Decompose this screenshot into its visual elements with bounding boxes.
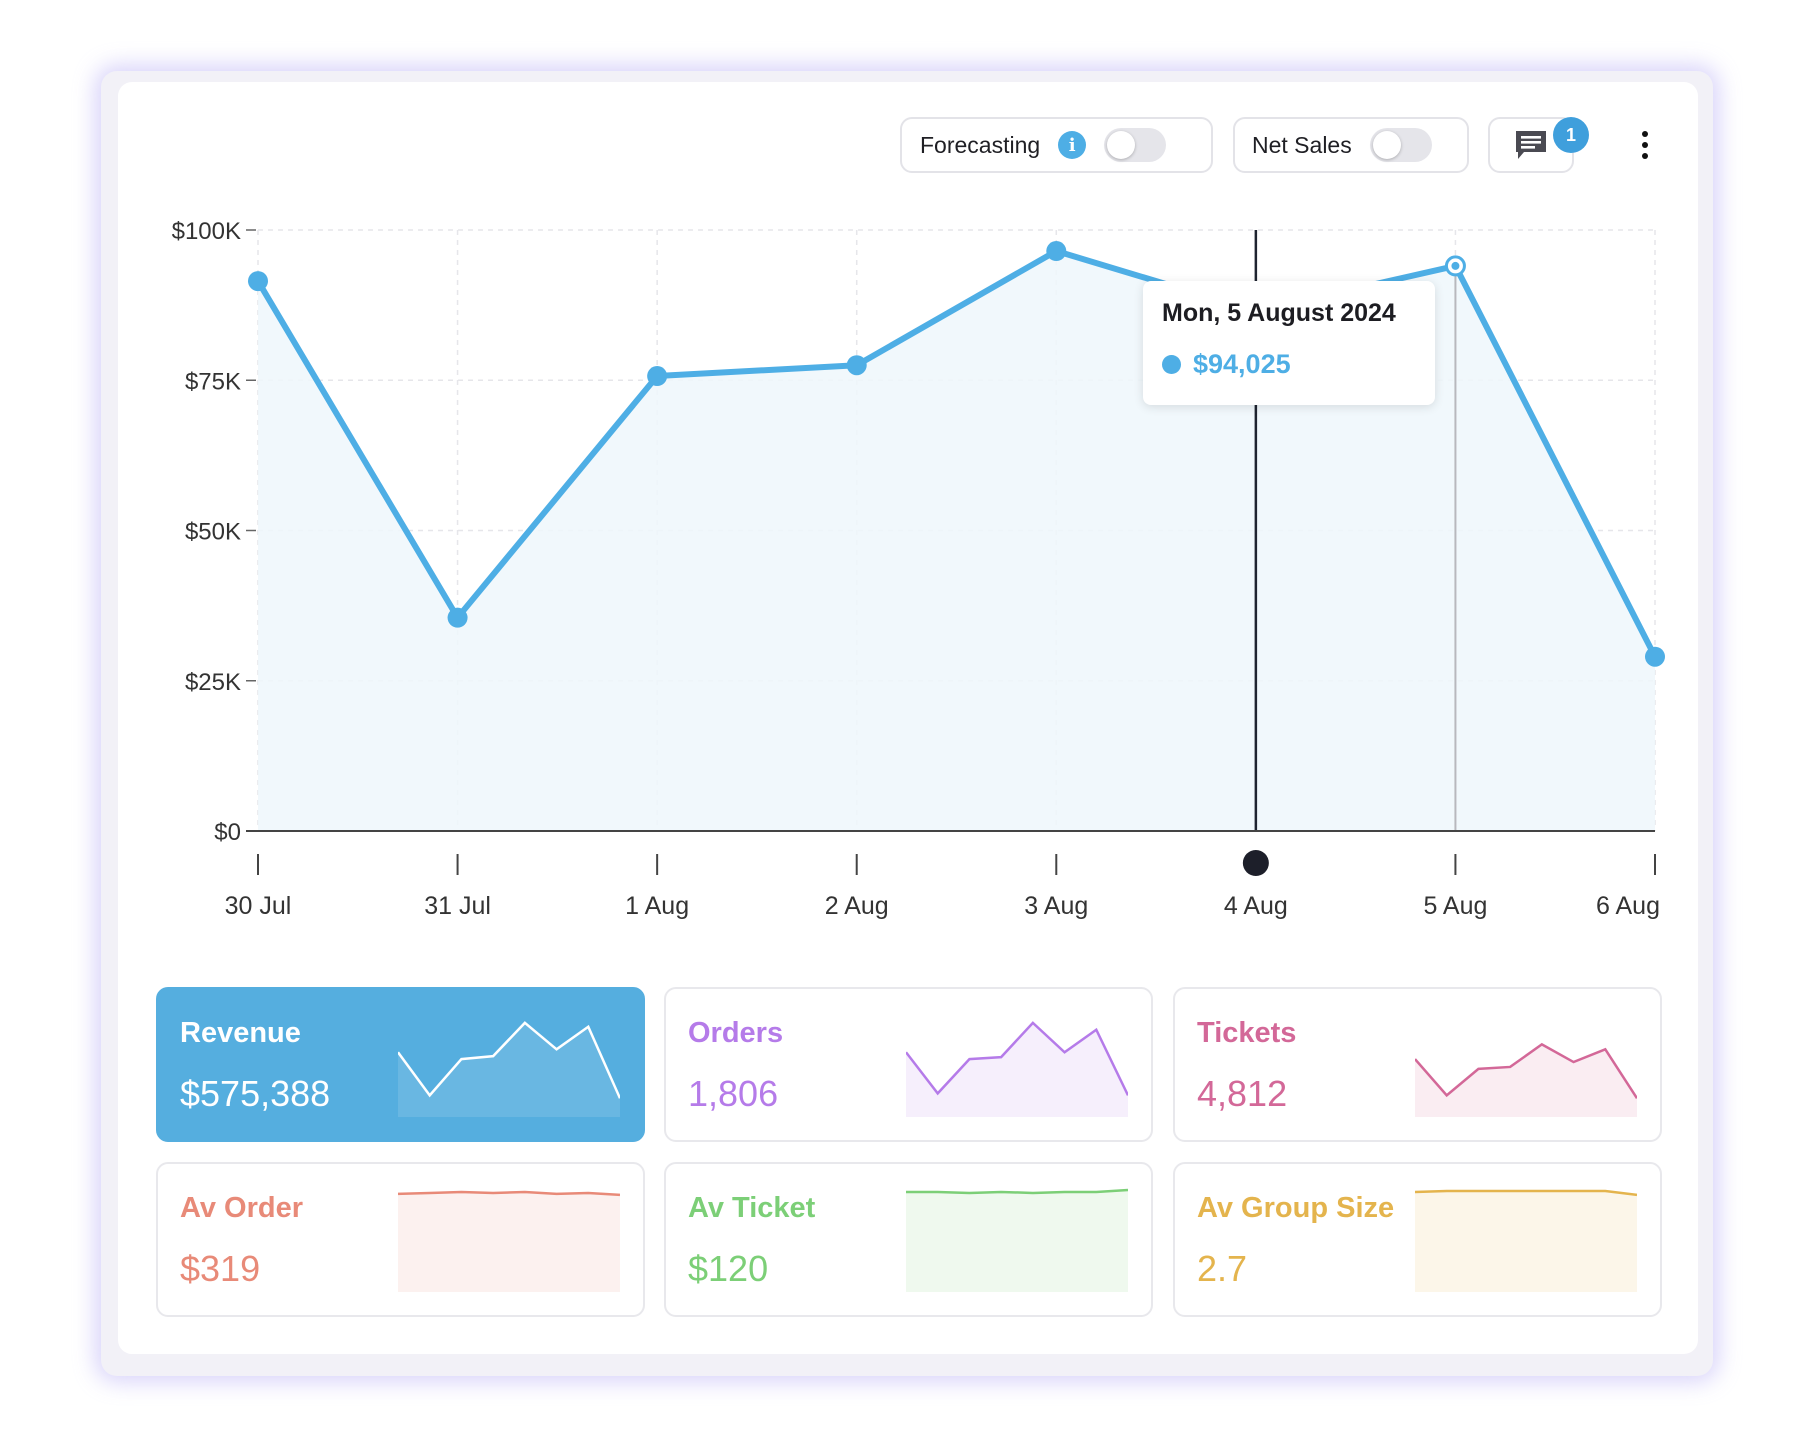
net-sales-label: Net Sales	[1252, 131, 1352, 158]
series-line	[255, 248, 1658, 660]
x-tick-label: 5 Aug	[1423, 892, 1487, 920]
metric-value: $319	[180, 1248, 261, 1289]
x-tick-label: 31 Jul	[424, 892, 491, 920]
metric-label: Av Group Size	[1197, 1192, 1395, 1224]
metric-value: 2.7	[1197, 1248, 1248, 1289]
more-dot	[1642, 142, 1648, 148]
x-tick-label: 2 Aug	[825, 892, 889, 920]
metric-card-revenue[interactable]: Revenue $575,388	[156, 987, 645, 1142]
data-point-inner	[1451, 261, 1460, 270]
data-point[interactable]	[647, 366, 668, 387]
more-dot	[1642, 131, 1648, 137]
sparkline-area	[906, 1190, 1128, 1292]
tooltip-series-dot	[1162, 355, 1181, 374]
x-tick-label: 6 Aug	[1596, 892, 1660, 920]
sparkline-line	[906, 1021, 1128, 1096]
metric-value: 4,812	[1197, 1073, 1288, 1114]
comment-icon	[1516, 131, 1546, 159]
tooltip-value: $94,025	[1193, 349, 1291, 379]
sparkline-line	[906, 1188, 1128, 1195]
metric-label: Av Ticket	[688, 1192, 816, 1224]
sparkline-area	[398, 1191, 620, 1292]
metric-card-av-ticket[interactable]: Av Ticket $120	[664, 1162, 1153, 1317]
metric-label: Tickets	[1197, 1017, 1297, 1049]
switch-knob	[1372, 131, 1401, 159]
metric-sparkline	[906, 1188, 1128, 1292]
data-point[interactable]	[1645, 646, 1665, 667]
metric-value: $120	[688, 1248, 769, 1289]
metric-card-av-group-size[interactable]: Av Group Size 2.7	[1173, 1162, 1662, 1317]
net-sales-toggle-pill[interactable]: Net Sales	[1233, 117, 1469, 173]
sparkline-line	[1415, 1042, 1637, 1099]
metric-sparkline	[398, 1021, 620, 1117]
comment-count-badge: 1	[1553, 117, 1589, 153]
x-tick-label: 4 Aug	[1224, 892, 1288, 920]
metric-card-tickets[interactable]: Tickets 4,812	[1173, 987, 1662, 1142]
metric-sparkline	[398, 1190, 620, 1292]
metric-card-orders[interactable]: Orders 1,806	[664, 987, 1153, 1142]
series-area	[258, 251, 1655, 831]
metric-sparkline	[1415, 1042, 1637, 1117]
sparkline-area	[1415, 1190, 1637, 1292]
data-point[interactable]	[1046, 241, 1067, 262]
metric-value: 1,806	[688, 1073, 779, 1114]
tooltip-value-row: $94,025	[1162, 349, 1291, 380]
x-hover-marker	[1242, 850, 1269, 876]
sparkline-line	[398, 1190, 620, 1197]
sparkline-area	[1415, 1044, 1637, 1117]
sparkline-area	[398, 1022, 620, 1117]
metric-sparkline	[906, 1021, 1128, 1117]
metric-label: Av Order	[180, 1192, 304, 1224]
forecasting-toggle-pill[interactable]: Forecasting i	[900, 117, 1213, 173]
y-tick-label: $25K	[185, 669, 241, 696]
sparkline-line	[398, 1021, 620, 1099]
more-dot	[1642, 153, 1648, 159]
metric-label: Orders	[688, 1017, 784, 1049]
more-options-icon[interactable]	[1630, 120, 1660, 170]
net-sales-switch[interactable]	[1369, 128, 1432, 162]
sparkline-area	[906, 1022, 1128, 1117]
x-tick-label: 30 Jul	[225, 892, 292, 920]
revenue-line-chart[interactable]: $100K $75K $50K $25K $0 30 Jul 31 Jul 1 Aug 2 Au…	[0, 0, 1806, 960]
y-tick-label: $0	[214, 819, 241, 846]
info-icon[interactable]: i	[1058, 131, 1087, 159]
x-tick-label: 3 Aug	[1024, 892, 1088, 920]
y-tick-label: $100K	[172, 218, 241, 245]
tooltip-date: Mon, 5 August 2024	[1162, 299, 1396, 327]
sparkline-line	[1415, 1189, 1637, 1197]
metric-label: Revenue	[180, 1017, 301, 1049]
metric-sparkline	[1415, 1189, 1637, 1292]
data-point[interactable]	[447, 607, 468, 628]
x-tick-label: 1 Aug	[625, 892, 689, 920]
y-tick-label: $50K	[185, 519, 241, 546]
forecasting-switch[interactable]	[1104, 128, 1167, 162]
metric-value: $575,388	[180, 1073, 331, 1114]
forecasting-label: Forecasting	[920, 131, 1041, 158]
data-point[interactable]	[248, 271, 268, 292]
data-point[interactable]	[846, 355, 867, 376]
switch-knob	[1107, 131, 1136, 159]
chart-tooltip: Mon, 5 August 2024 $94,025	[1143, 281, 1435, 405]
y-tick-label: $75K	[185, 368, 241, 395]
metric-card-av-order[interactable]: Av Order $319	[156, 1162, 645, 1317]
